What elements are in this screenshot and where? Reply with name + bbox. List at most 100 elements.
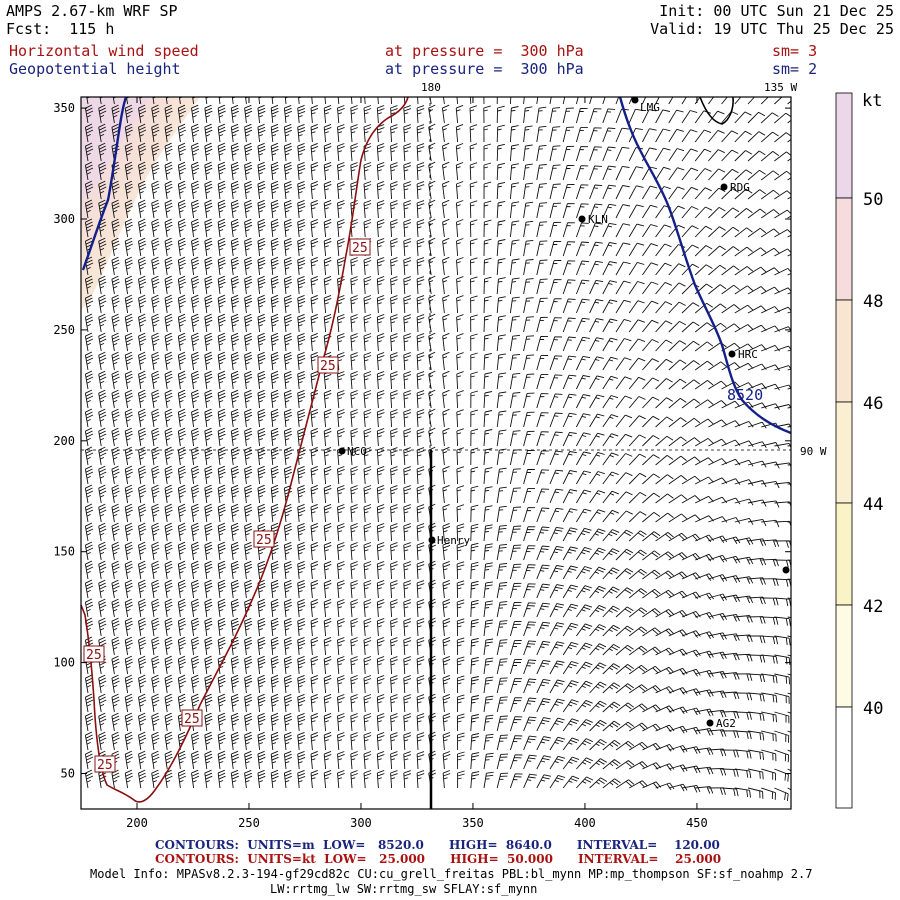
wind-barb: [734, 169, 753, 181]
wind-barb: [218, 97, 224, 105]
wind-barb: [124, 541, 133, 561]
wind-barb: [376, 276, 385, 295]
wind-barb: [575, 222, 589, 238]
wind-barb: [442, 294, 450, 314]
wind-barb: [390, 580, 398, 599]
wind-barb: [470, 752, 480, 770]
wind-barb: [324, 97, 327, 105]
wind-barb: [177, 294, 186, 314]
wind-barb: [562, 203, 575, 219]
wind-barb: [760, 97, 779, 105]
wind-barb: [230, 465, 239, 485]
wind-barb: [376, 124, 385, 143]
wind-barb: [390, 770, 398, 789]
wind-barb: [416, 485, 425, 504]
wind-barb: [681, 129, 698, 143]
wind-barb: [111, 712, 120, 732]
wind-barb: [694, 380, 714, 390]
wind-barb: [337, 599, 345, 618]
wind-barb: [283, 484, 292, 504]
wind-barb: [469, 219, 478, 238]
wind-barb: [310, 731, 319, 751]
wind-barb: [456, 97, 459, 105]
wind-barb: [204, 104, 213, 124]
wind-barb: [297, 161, 306, 181]
wind-barb: [496, 124, 505, 143]
wind-barb: [496, 315, 506, 333]
wind-barb: [442, 560, 451, 580]
wind-barb: [681, 456, 701, 466]
wind-barb: [337, 200, 345, 219]
wind-barb: [509, 106, 519, 124]
wind-barb: [787, 406, 791, 409]
wind-barb: [124, 218, 133, 238]
wind-barb: [496, 620, 508, 637]
wind-barb: [350, 97, 353, 105]
colorbar-swatch: [835, 401, 853, 504]
speed-label: 25: [86, 648, 102, 663]
wind-barb: [124, 579, 133, 599]
wind-barb: [191, 180, 200, 200]
wind-barb: [496, 524, 507, 542]
wind-barb: [350, 523, 358, 542]
wind-barb: [483, 391, 493, 409]
wind-barb: [760, 151, 780, 162]
wind-barb: [244, 541, 253, 561]
wind-barb: [602, 299, 618, 314]
wind-barb: [204, 237, 213, 257]
wind-barb: [523, 640, 537, 656]
wind-barb: [323, 731, 332, 751]
wind-barb: [589, 184, 603, 200]
wind-barb: [536, 164, 547, 181]
wind-barb: [602, 184, 617, 200]
wind-barb: [283, 161, 292, 181]
wind-barb: [668, 378, 687, 390]
wind-barb: [721, 652, 740, 661]
wind-barb: [787, 692, 791, 695]
wind-barb: [681, 398, 701, 409]
wind-barb: [390, 276, 398, 295]
wind-barb: [164, 598, 173, 618]
wind-barb: [562, 546, 578, 561]
wind-barb: [416, 314, 425, 333]
wind-barb: [98, 484, 107, 504]
meridian-label-180: 180: [421, 81, 441, 94]
wind-barb: [469, 162, 478, 181]
wind-barb: [536, 736, 551, 751]
wind-barb: [549, 393, 563, 409]
wind-barb: [376, 447, 385, 466]
wind-barb: [283, 465, 292, 485]
wind-barb: [787, 635, 791, 638]
wind-barb: [721, 284, 740, 295]
wind-barb: [164, 750, 173, 770]
wind-barb: [403, 333, 412, 352]
wind-barb: [230, 142, 239, 162]
wind-barb: [363, 656, 372, 675]
wind-barb: [310, 313, 319, 333]
wind-barb: [483, 600, 493, 618]
wind-barb: [456, 485, 465, 504]
speed-label: 25: [352, 241, 368, 256]
wind-barb: [523, 335, 535, 352]
wind-barb: [376, 637, 385, 656]
wind-barb: [442, 579, 451, 599]
wind-barb: [84, 465, 94, 485]
wind-barb: [283, 218, 292, 238]
wind-barb: [589, 375, 605, 390]
wind-barb: [509, 601, 522, 618]
wind-barb: [655, 262, 672, 276]
wind-barb: [509, 449, 521, 466]
wind-barb: [456, 580, 465, 599]
wind-barb: [191, 237, 200, 257]
wind-barb: [230, 180, 239, 200]
wind-barb: [151, 142, 160, 162]
wind-barb: [615, 127, 630, 143]
wind-barb: [111, 484, 120, 504]
wind-barb: [376, 713, 385, 732]
wind-barb: [204, 408, 213, 428]
wind-barb: [655, 455, 674, 466]
wind-barb: [124, 446, 133, 466]
wind-barb: [562, 336, 576, 352]
wind-barb: [124, 370, 133, 390]
wind-barb: [708, 264, 727, 276]
